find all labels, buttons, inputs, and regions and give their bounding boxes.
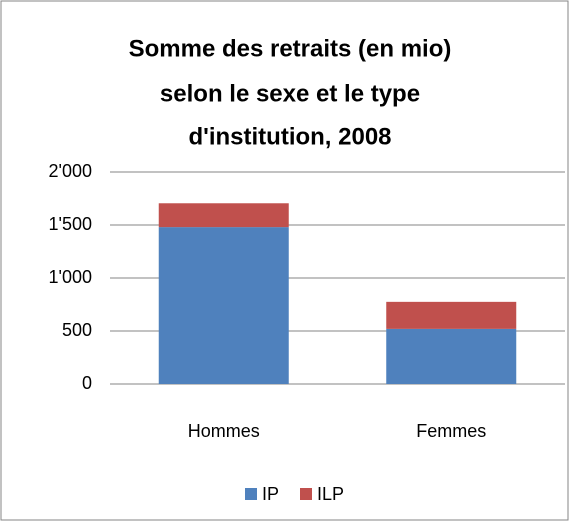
- legend-label: IP: [262, 484, 279, 504]
- bar-segment: [158, 203, 289, 228]
- chart-title: d'institution, 2008: [188, 123, 391, 150]
- bar-segment: [158, 227, 289, 384]
- y-tick-label: 1'500: [49, 214, 92, 234]
- chart-title: selon le sexe et le type: [160, 80, 420, 107]
- y-tick-label: 1'000: [49, 267, 92, 287]
- bar-segment: [386, 301, 517, 329]
- legend-swatch: [245, 488, 257, 500]
- legend-swatch: [300, 488, 312, 500]
- chart-title: Somme des retraits (en mio): [129, 35, 452, 62]
- legend-label: ILP: [317, 484, 344, 504]
- bar-segment: [386, 328, 517, 384]
- y-tick-label: 500: [62, 320, 92, 340]
- x-tick-label: Hommes: [188, 421, 260, 441]
- y-tick-label: 0: [82, 373, 92, 393]
- x-tick-label: Femmes: [416, 421, 486, 441]
- y-tick-label: 2'000: [49, 161, 92, 181]
